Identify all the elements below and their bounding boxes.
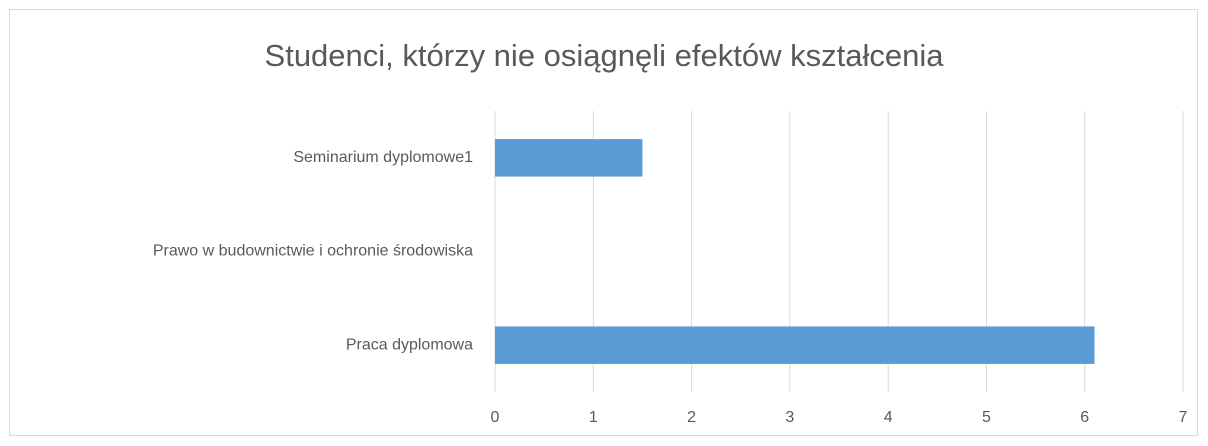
bar <box>495 139 643 177</box>
chart-border <box>9 9 1198 436</box>
x-tick-label: 6 <box>1080 409 1089 426</box>
y-tick-label: Praca dyplomowa <box>346 336 473 353</box>
y-tick-label: Seminarium dyplomowe1 <box>293 149 473 166</box>
bar <box>495 326 1095 364</box>
x-tick-label: 2 <box>687 409 696 426</box>
x-tick-label: 1 <box>589 409 598 426</box>
x-tick-label: 4 <box>884 409 893 426</box>
y-tick-label: Prawo w budownictwie i ochronie środowis… <box>153 243 473 260</box>
chart-title: Studenci, którzy nie osiągnęli efektów k… <box>265 38 945 73</box>
x-tick-label: 5 <box>982 409 991 426</box>
x-tick-label: 7 <box>1179 409 1188 426</box>
x-tick-label: 0 <box>491 409 500 426</box>
x-tick-label: 3 <box>785 409 794 426</box>
